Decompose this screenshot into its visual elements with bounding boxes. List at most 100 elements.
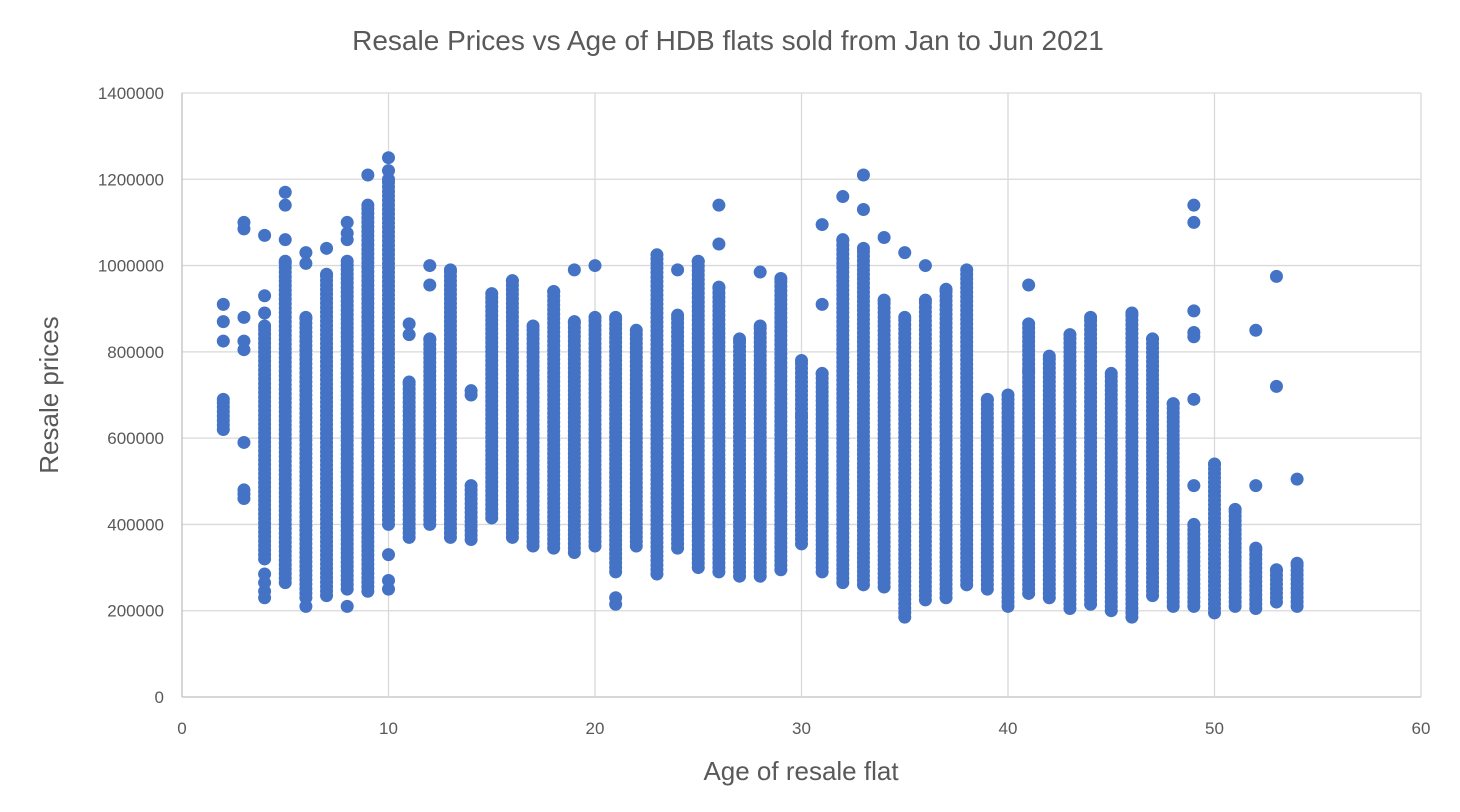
x-tick-label: 40 — [999, 719, 1018, 738]
data-point — [464, 479, 478, 493]
data-point — [423, 332, 437, 346]
data-point — [588, 310, 602, 324]
data-point — [1042, 349, 1056, 363]
data-point — [1104, 366, 1118, 380]
y-tick-label: 800000 — [107, 343, 164, 362]
data-point — [1166, 397, 1180, 411]
x-axis-title: Age of resale flat — [703, 756, 899, 786]
data-point — [340, 599, 354, 613]
data-point — [877, 293, 891, 307]
data-point — [691, 254, 705, 268]
data-point — [1187, 517, 1201, 531]
data-point — [836, 233, 850, 247]
data-point — [320, 267, 334, 281]
data-point — [1187, 325, 1201, 339]
data-point — [1269, 563, 1283, 577]
y-tick-label: 1400000 — [98, 84, 164, 103]
data-point — [960, 263, 974, 277]
data-point — [1290, 472, 1304, 486]
y-tick-label: 200000 — [107, 602, 164, 621]
data-point — [258, 306, 272, 320]
x-tick-label: 60 — [1412, 719, 1431, 738]
data-point — [1269, 269, 1283, 283]
data-point — [216, 392, 230, 406]
data-point — [877, 231, 891, 245]
data-point — [588, 259, 602, 273]
data-point — [856, 168, 870, 182]
data-point — [443, 263, 457, 277]
data-point — [1208, 457, 1221, 471]
data-point — [1187, 392, 1201, 406]
data-point — [402, 375, 416, 389]
data-point — [382, 574, 395, 588]
data-point — [898, 246, 912, 260]
data-point — [1125, 306, 1139, 320]
data-point — [485, 287, 499, 301]
data-point — [795, 353, 808, 367]
data-point — [278, 254, 292, 268]
y-tick-label: 0 — [155, 688, 164, 707]
data-point — [856, 241, 870, 255]
data-point — [216, 315, 230, 329]
data-point — [299, 246, 313, 260]
data-point — [567, 263, 581, 277]
data-point — [299, 256, 313, 270]
data-point — [237, 483, 251, 497]
data-point — [980, 392, 994, 406]
data-point — [567, 315, 581, 329]
data-point — [361, 168, 375, 182]
data-point — [505, 274, 519, 288]
data-point — [340, 254, 354, 268]
data-point — [299, 599, 313, 613]
data-point — [1022, 364, 1036, 378]
data-point — [1228, 502, 1242, 516]
x-tick-label: 30 — [792, 719, 811, 738]
data-point — [712, 280, 726, 294]
data-point — [1146, 332, 1160, 346]
data-point — [1187, 479, 1201, 493]
data-point — [1063, 328, 1077, 342]
x-tick-label: 0 — [177, 719, 186, 738]
data-point — [340, 215, 354, 229]
data-point — [918, 293, 932, 307]
data-point — [753, 265, 767, 279]
data-point — [712, 198, 726, 212]
data-point — [278, 198, 292, 212]
data-point — [1022, 278, 1036, 292]
data-point — [712, 237, 726, 251]
data-point — [939, 282, 953, 296]
data-point — [1249, 541, 1263, 555]
data-point — [1290, 556, 1304, 570]
data-point — [836, 190, 850, 204]
data-point — [898, 310, 912, 324]
data-point — [671, 308, 685, 322]
x-tick-label: 50 — [1205, 719, 1224, 738]
x-tick-label: 10 — [379, 719, 398, 738]
data-point — [320, 241, 334, 255]
data-point — [609, 591, 623, 605]
chart-title: Resale Prices vs Age of HDB flats sold f… — [352, 25, 1104, 56]
data-point — [237, 334, 251, 348]
data-point — [795, 410, 808, 424]
data-point — [464, 384, 478, 398]
data-point — [1187, 198, 1201, 212]
data-point — [340, 226, 354, 240]
data-point — [1187, 215, 1201, 229]
data-point — [650, 248, 664, 262]
data-point — [278, 185, 292, 199]
data-point — [402, 328, 416, 342]
data-point — [815, 218, 829, 232]
data-point — [361, 198, 375, 212]
data-point — [278, 233, 292, 247]
data-point — [856, 202, 870, 216]
data-point — [402, 317, 416, 331]
y-tick-label: 1200000 — [98, 170, 164, 189]
data-point — [258, 567, 272, 581]
data-point — [299, 310, 313, 324]
data-point — [382, 164, 395, 178]
y-axis-title: Resale prices — [34, 316, 64, 474]
data-point — [216, 297, 230, 311]
data-point — [237, 215, 251, 229]
